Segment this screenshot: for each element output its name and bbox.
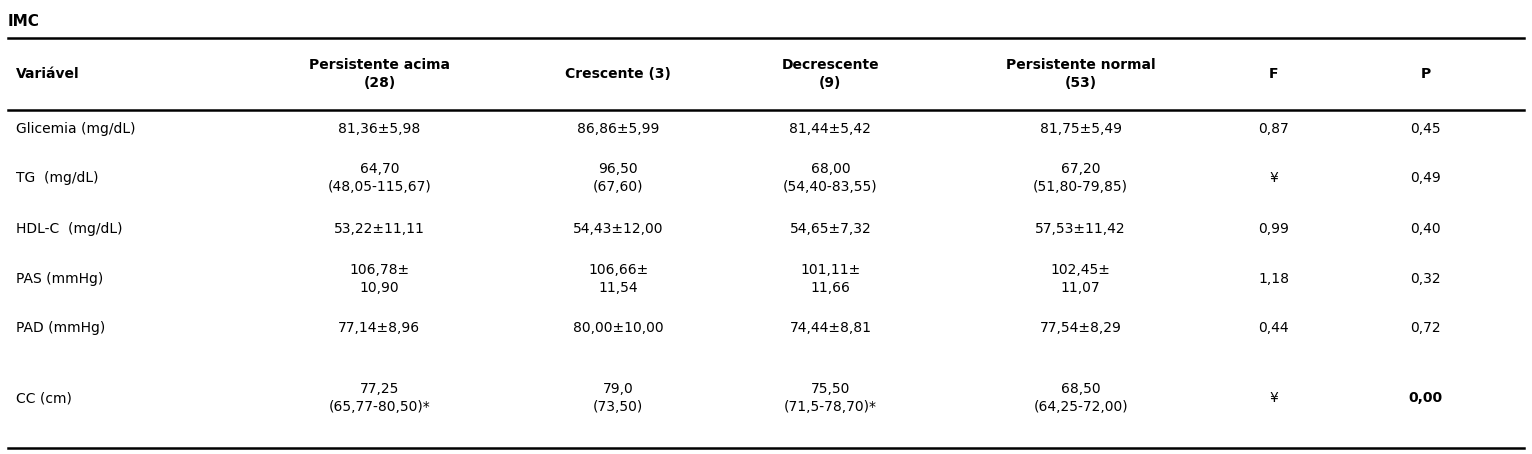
Text: 0,45: 0,45 xyxy=(1409,122,1440,136)
Text: 101,11±
11,66: 101,11± 11,66 xyxy=(800,263,861,295)
Text: 77,54±8,29: 77,54±8,29 xyxy=(1040,321,1121,335)
Text: ¥: ¥ xyxy=(1270,171,1278,185)
Text: 102,45±
11,07: 102,45± 11,07 xyxy=(1051,263,1111,295)
Text: PAS (mmHg): PAS (mmHg) xyxy=(15,272,103,286)
Text: 0,32: 0,32 xyxy=(1409,272,1440,286)
Text: 77,14±8,96: 77,14±8,96 xyxy=(339,321,420,335)
Text: 0,44: 0,44 xyxy=(1259,321,1288,335)
Text: 53,22±11,11: 53,22±11,11 xyxy=(334,222,424,236)
Text: 96,50
(67,60): 96,50 (67,60) xyxy=(593,162,643,194)
Text: 106,78±
10,90: 106,78± 10,90 xyxy=(349,263,409,295)
Text: F: F xyxy=(1268,67,1279,81)
Text: 74,44±8,81: 74,44±8,81 xyxy=(789,321,872,335)
Text: 57,53±11,42: 57,53±11,42 xyxy=(1036,222,1126,236)
Text: 54,65±7,32: 54,65±7,32 xyxy=(789,222,872,236)
Text: 75,50
(71,5-78,70)*: 75,50 (71,5-78,70)* xyxy=(784,382,876,414)
Text: Persistente acima
(28): Persistente acima (28) xyxy=(309,58,450,90)
Text: 86,86±5,99: 86,86±5,99 xyxy=(578,122,659,136)
Text: IMC: IMC xyxy=(8,14,40,29)
Text: TG  (mg/dL): TG (mg/dL) xyxy=(15,171,98,185)
Text: PAD (mmHg): PAD (mmHg) xyxy=(15,321,104,335)
Text: Persistente normal
(53): Persistente normal (53) xyxy=(1005,58,1155,90)
Text: HDL-C  (mg/dL): HDL-C (mg/dL) xyxy=(15,222,123,236)
Text: 0,40: 0,40 xyxy=(1409,222,1440,236)
Text: Crescente (3): Crescente (3) xyxy=(565,67,671,81)
Text: 106,66±
11,54: 106,66± 11,54 xyxy=(588,263,648,295)
Text: 68,00
(54,40-83,55): 68,00 (54,40-83,55) xyxy=(783,162,878,194)
Text: 68,50
(64,25-72,00): 68,50 (64,25-72,00) xyxy=(1033,382,1128,414)
Text: 0,00: 0,00 xyxy=(1408,391,1443,405)
Text: 0,99: 0,99 xyxy=(1258,222,1290,236)
Text: 64,70
(48,05-115,67): 64,70 (48,05-115,67) xyxy=(328,162,432,194)
Text: P: P xyxy=(1420,67,1431,81)
Text: 54,43±12,00: 54,43±12,00 xyxy=(573,222,663,236)
Text: CC (cm): CC (cm) xyxy=(15,391,72,405)
Text: Glicemia (mg/dL): Glicemia (mg/dL) xyxy=(15,122,135,136)
Text: ¥: ¥ xyxy=(1270,391,1278,405)
Text: 0,72: 0,72 xyxy=(1409,321,1440,335)
Text: 77,25
(65,77-80,50)*: 77,25 (65,77-80,50)* xyxy=(328,382,430,414)
Text: 81,44±5,42: 81,44±5,42 xyxy=(789,122,872,136)
Text: 81,36±5,98: 81,36±5,98 xyxy=(339,122,421,136)
Text: 0,49: 0,49 xyxy=(1409,171,1440,185)
Text: 81,75±5,49: 81,75±5,49 xyxy=(1040,122,1121,136)
Text: Decrescente
(9): Decrescente (9) xyxy=(781,58,879,90)
Text: Variável: Variável xyxy=(15,67,80,81)
Text: 67,20
(51,80-79,85): 67,20 (51,80-79,85) xyxy=(1033,162,1128,194)
Text: 1,18: 1,18 xyxy=(1258,272,1290,286)
Text: 0,87: 0,87 xyxy=(1258,122,1290,136)
Text: 80,00±10,00: 80,00±10,00 xyxy=(573,321,663,335)
Text: 79,0
(73,50): 79,0 (73,50) xyxy=(593,382,643,414)
